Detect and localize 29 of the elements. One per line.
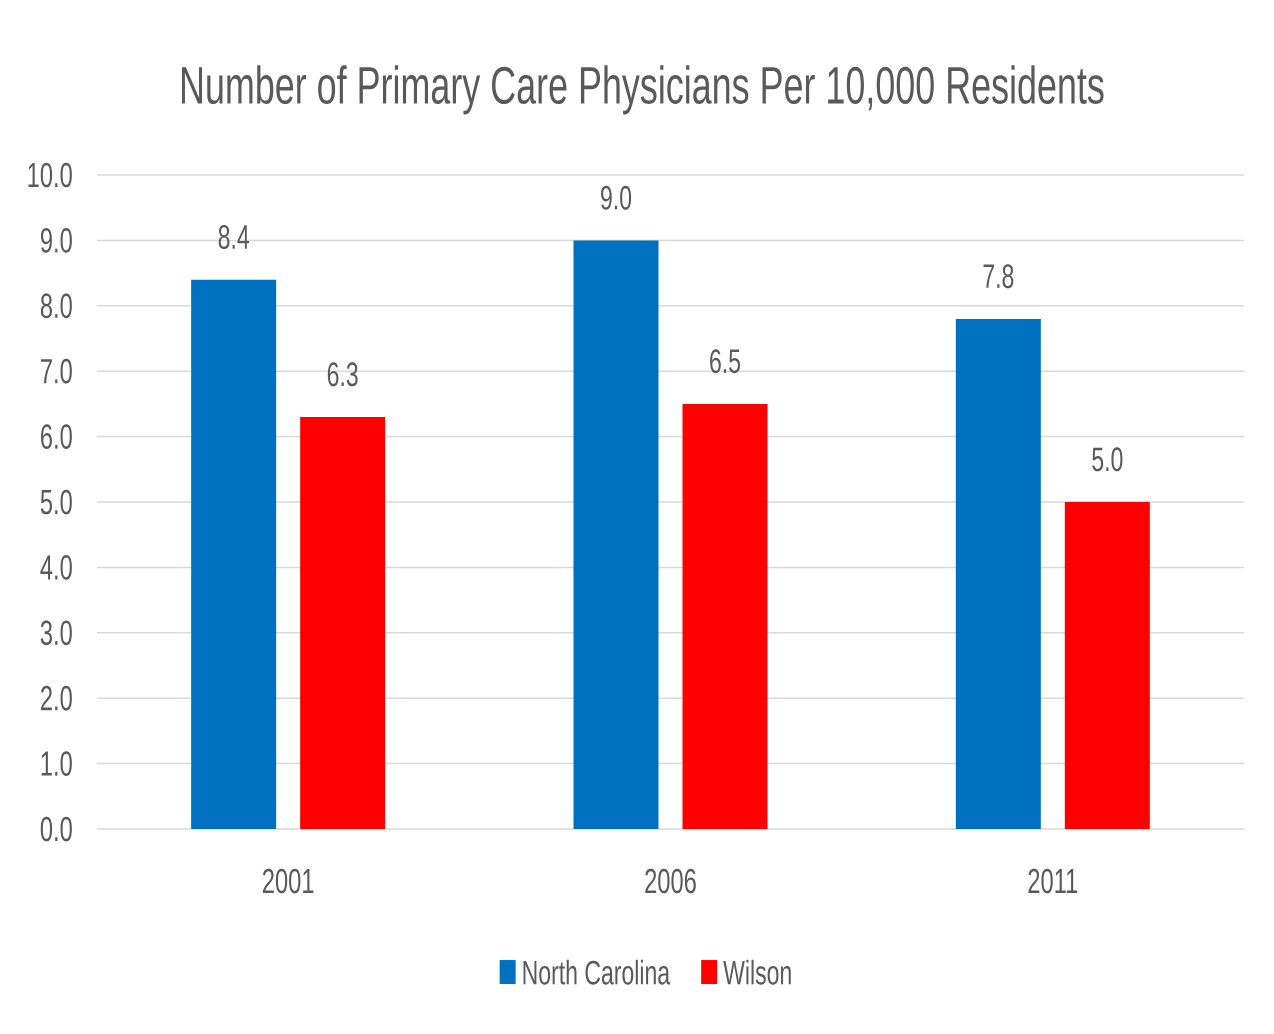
bar: [573, 240, 659, 829]
y-tick-label: 4.0: [40, 555, 72, 580]
bar: [682, 403, 768, 829]
y-tick-label: 10.0: [28, 162, 72, 188]
chart-title: Number of Primary Care Physicians Per 10,000 Residents: [181, 65, 1104, 115]
y-tick-label: 5.0: [40, 489, 72, 515]
x-tick-label: 2006: [645, 868, 696, 894]
y-tick-label: 7.0: [41, 358, 72, 384]
data-label: 6.5: [710, 349, 741, 374]
y-tick-label: 6.0: [41, 424, 72, 449]
data-label: 6.3: [327, 362, 358, 387]
bar: [955, 318, 1041, 829]
bar: [1064, 502, 1150, 829]
legend-label: North Carolina: [523, 959, 671, 985]
data-label: 7.8: [983, 264, 1014, 289]
x-tick-label: 2001: [262, 868, 314, 894]
x-tick-label: 2011: [1028, 868, 1078, 894]
y-tick-label: 2.0: [41, 685, 72, 711]
y-tick-label: 3.0: [40, 620, 72, 646]
data-label: 8.4: [218, 224, 249, 249]
legend-label: Wilson: [723, 959, 791, 985]
bar: [191, 279, 277, 829]
y-tick-label: 0.0: [40, 816, 72, 842]
data-label: 5.0: [1092, 447, 1123, 472]
data-label: 9.0: [601, 185, 632, 210]
y-tick-label: 1.0: [41, 751, 72, 776]
y-tick-label: 9.0: [40, 228, 72, 253]
y-tick-label: 8.0: [40, 293, 72, 319]
bar: [300, 416, 386, 829]
